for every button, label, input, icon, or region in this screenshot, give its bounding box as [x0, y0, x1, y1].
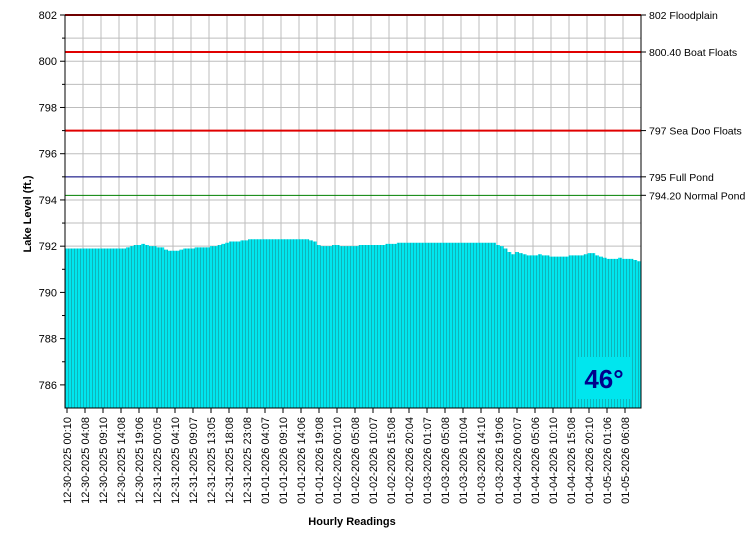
x-tick-label: 01-01-2026 14:06 — [296, 417, 308, 504]
x-tick-label: 12-30-2025 19:06 — [134, 417, 146, 504]
x-tick-label: 01-01-2026 09:10 — [278, 417, 290, 504]
lake-level-area — [65, 239, 641, 408]
x-tick-label: 01-02-2026 00:10 — [332, 417, 344, 504]
y-tick-label: 788 — [39, 334, 57, 346]
x-tick-label: 01-03-2026 05:08 — [440, 417, 452, 504]
reference-label: 800.40 Boat Floats — [649, 47, 737, 59]
y-tick-label: 798 — [39, 102, 57, 114]
y-tick-label: 802 — [39, 10, 57, 22]
y-tick-label: 790 — [39, 287, 57, 299]
x-axis-title: Hourly Readings — [308, 516, 395, 528]
temperature-box — [576, 357, 631, 399]
x-tick-label: 12-31-2025 13:05 — [206, 417, 218, 504]
reference-labels: 802 Floodplain 800.40 Boat Floats 797 Sea … — [641, 10, 745, 202]
y-tick-label: 786 — [39, 380, 57, 392]
x-tick-label: 12-31-2025 23:08 — [242, 417, 254, 504]
x-axis: 12-30-2025 00:10 12-30-2025 04:08 12-30-20… — [62, 408, 632, 504]
plot-frame — [64, 14, 642, 409]
x-tick-label: 01-03-2026 19:06 — [494, 417, 506, 504]
x-tick-label: 12-31-2025 04:10 — [170, 417, 182, 504]
x-tick-label: 12-30-2025 09:10 — [98, 417, 110, 504]
x-tick-label: 01-04-2026 00:07 — [512, 417, 524, 504]
x-tick-label: 12-30-2025 14:08 — [116, 417, 128, 504]
y-tick-label: 796 — [39, 149, 57, 161]
y-tick-label: 792 — [39, 241, 57, 253]
x-tick-label: 12-31-2025 18:08 — [224, 417, 236, 504]
x-tick-label: 01-01-2026 04:07 — [260, 417, 272, 504]
y-tick-label: 794 — [39, 195, 57, 207]
y-axis-title: Lake Level (ft.) — [22, 175, 34, 252]
x-tick-label: 12-30-2025 04:08 — [80, 417, 92, 504]
reference-label: 802 Floodplain — [649, 10, 718, 22]
reference-label: 795 Full Pond — [649, 172, 714, 184]
x-tick-label: 01-04-2026 15:08 — [566, 417, 578, 504]
y-tick-label: 800 — [39, 56, 57, 68]
x-tick-label: 01-05-2026 06:08 — [620, 417, 632, 504]
reference-label: 797 Sea Doo Floats — [649, 126, 742, 138]
x-tick-label: 01-03-2026 10:04 — [458, 417, 470, 504]
x-tick-label: 01-02-2026 20:04 — [404, 417, 416, 504]
y-axis: 786 788 790 792 794 796 798 800 802 — [39, 10, 65, 392]
temperature-readout: 46° — [584, 364, 623, 394]
x-tick-label: 01-04-2026 05:06 — [530, 417, 542, 504]
x-tick-label: 01-05-2026 01:06 — [602, 417, 614, 504]
x-tick-label: 01-01-2026 19:08 — [314, 417, 326, 504]
reference-label: 794.20 Normal Pond — [649, 190, 745, 202]
x-tick-label: 01-02-2026 15:08 — [386, 417, 398, 504]
x-tick-label: 01-02-2026 10:07 — [368, 417, 380, 504]
x-tick-label: 12-30-2025 00:10 — [62, 417, 74, 504]
x-tick-label: 01-03-2026 14:10 — [476, 417, 488, 504]
area-series — [65, 239, 641, 408]
x-tick-label: 01-04-2026 20:10 — [584, 417, 596, 504]
x-tick-label: 01-03-2026 01:07 — [422, 417, 434, 504]
x-tick-label: 12-31-2025 00:05 — [152, 417, 164, 504]
x-tick-label: 01-04-2026 10:10 — [548, 417, 560, 504]
x-tick-label: 01-02-2026 05:08 — [350, 417, 362, 504]
x-tick-label: 12-31-2025 09:07 — [188, 417, 200, 504]
